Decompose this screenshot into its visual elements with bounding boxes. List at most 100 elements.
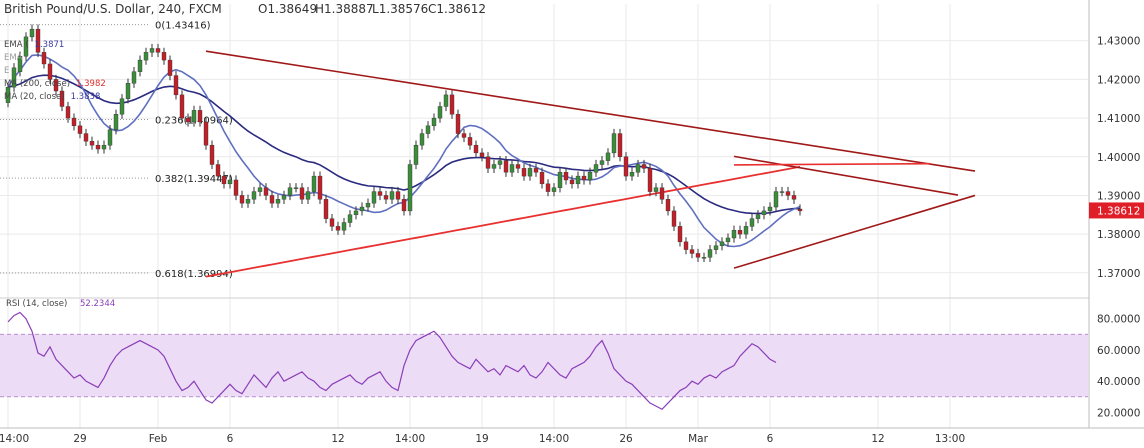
price-tick-label: 1.43000 — [1097, 36, 1140, 48]
candle-body — [515, 164, 521, 169]
candle-body — [299, 187, 305, 200]
candle-body — [89, 141, 95, 146]
candle-body — [77, 125, 83, 134]
ema-line — [7, 74, 801, 215]
candle-body — [701, 257, 707, 259]
ohlc-low: L1.38576 — [372, 2, 428, 16]
symbol-title: British Pound/U.S. Dollar, 240, FXCM — [4, 2, 222, 16]
time-tick-label: 14:00 — [539, 433, 569, 445]
ohlc-high: H1.38887 — [315, 2, 374, 16]
candle-body — [665, 199, 671, 212]
high-value: 1.38887 — [324, 2, 374, 16]
candle-body — [143, 52, 149, 61]
candle-body — [233, 179, 239, 196]
candle-body — [743, 226, 749, 235]
candle-body — [311, 175, 317, 192]
candle-body — [359, 206, 365, 212]
candle-body — [137, 59, 143, 72]
candle-body — [305, 191, 311, 200]
candle-body — [437, 106, 443, 119]
trend-line — [733, 162, 931, 166]
candle-body — [239, 195, 245, 204]
candle-body — [401, 199, 407, 212]
indicator-legend-label: MA (200, close) — [4, 79, 71, 89]
candle-body — [161, 52, 167, 61]
open-label: O — [258, 2, 268, 16]
close-value: 1.38612 — [436, 2, 487, 16]
close-label: C — [428, 2, 437, 16]
indicator-legend-label: MA (20, close) — [4, 92, 65, 102]
candle-body — [581, 175, 587, 181]
candle-body — [497, 160, 503, 165]
time-tick-label: 13:00 — [935, 433, 965, 445]
indicator-legend-item: EMA — [4, 53, 23, 63]
candle-body — [263, 187, 269, 196]
price-tick-label: 1.42000 — [1097, 74, 1140, 86]
candle-body — [683, 241, 689, 250]
candle-body — [53, 79, 59, 92]
candle-body — [755, 214, 761, 219]
candle-body — [593, 164, 599, 173]
candle-body — [389, 191, 395, 200]
candle-body — [773, 191, 779, 208]
candle-body — [779, 191, 785, 193]
indicator-legend-label: EMA — [4, 53, 23, 63]
candle-body — [149, 48, 155, 53]
candle-body — [575, 175, 581, 185]
candle-body — [653, 187, 659, 192]
indicator-legend-label: EMA ( — [4, 40, 29, 50]
candle-body — [335, 226, 341, 231]
high-label: H — [315, 2, 325, 16]
indicator-legend-value: 1.3838 — [70, 92, 101, 102]
candle-body — [527, 168, 533, 177]
candle-body — [203, 121, 209, 146]
ohlc-open: O1.38649 — [258, 2, 317, 16]
open-value: 1.38649 — [267, 2, 318, 16]
candle-body — [209, 144, 215, 165]
fib-level-label: 0.618(1.36994) — [155, 269, 233, 280]
time-tick-label: Mar — [688, 433, 708, 445]
candle-body — [509, 164, 515, 173]
candle-body — [749, 218, 755, 227]
ohlc-close: C1.38612 — [428, 2, 486, 16]
candle-body — [443, 94, 449, 107]
time-tick-label: 12 — [871, 433, 884, 445]
candle-body — [281, 195, 287, 200]
candle-body — [17, 56, 23, 72]
candle-body — [725, 237, 731, 243]
candle-body — [761, 210, 767, 215]
candle-body — [23, 36, 29, 57]
candle-body — [167, 59, 173, 76]
rsi-tick-label: 60.0000 — [1097, 345, 1140, 357]
candle-body — [623, 156, 629, 177]
candle-body — [347, 214, 353, 223]
candle-body — [431, 117, 437, 127]
candle-body — [557, 172, 563, 188]
candle-body — [197, 110, 203, 123]
low-label: L — [372, 2, 379, 16]
candle-body — [395, 191, 401, 200]
chart-header: British Pound/U.S. Dollar, 240, FXCM O1.… — [0, 0, 1090, 16]
candle-body — [227, 179, 233, 185]
candle-body — [365, 202, 371, 208]
candle-body — [563, 172, 569, 181]
candle-body — [371, 191, 377, 204]
ma200-line — [205, 165, 801, 278]
candle-body — [491, 164, 497, 169]
candle-body — [671, 210, 677, 227]
candle-body — [605, 152, 611, 161]
trend-line — [733, 155, 959, 196]
price-tick-label: 1.37000 — [1097, 268, 1140, 280]
candle-body — [383, 195, 389, 200]
candle-body — [215, 164, 221, 177]
candle-body — [83, 133, 89, 142]
rsi-tick-label: 40.0000 — [1097, 376, 1140, 388]
time-tick-label: 6 — [767, 433, 774, 445]
candle-body — [737, 230, 743, 235]
rsi-legend-label: RSI (14, close) — [6, 299, 67, 309]
candle-body — [641, 164, 647, 169]
candle-body — [689, 249, 695, 254]
indicator-legend-item: MA (20, close) 1.3838 — [4, 92, 100, 102]
candle-body — [407, 164, 413, 212]
candle-body — [473, 144, 479, 154]
